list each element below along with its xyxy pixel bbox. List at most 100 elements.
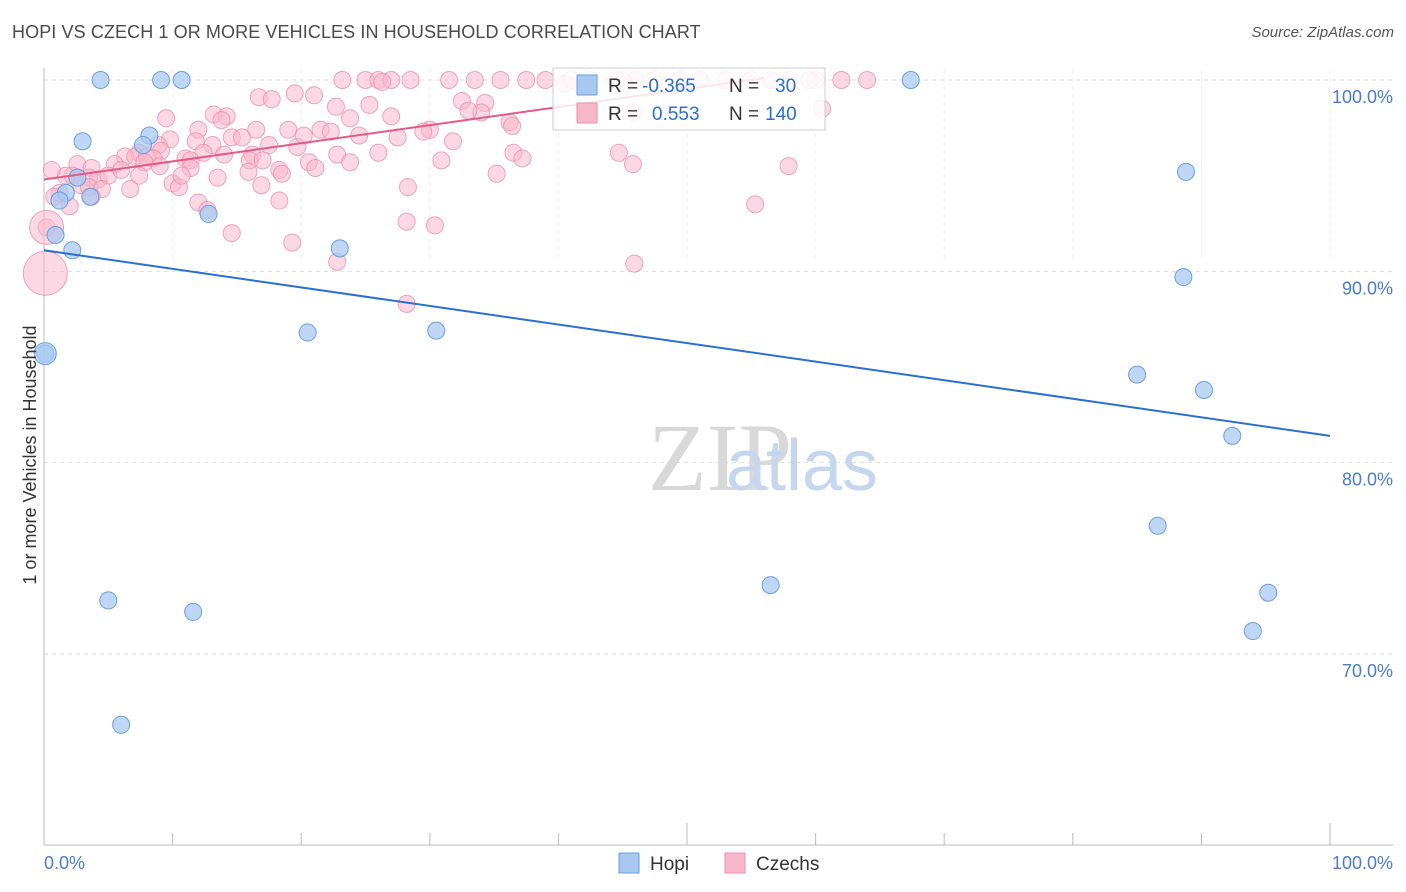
czech-point-97 [208, 168, 227, 187]
czech-point-58 [260, 136, 279, 155]
stats-legend: R = -0.365 N = 30 R = 0.553 N = 140 [552, 67, 826, 131]
y-tick-label-70: 70.0% [1342, 661, 1393, 681]
hopi-point-2 [172, 71, 191, 89]
stats-legend-box [552, 67, 826, 131]
czech-point-89 [306, 159, 325, 178]
hopi-point-22 [1148, 516, 1167, 535]
czech-point-69 [609, 143, 628, 162]
hopi-big-point-0 [33, 342, 57, 366]
hopi-point-17 [427, 321, 446, 340]
hopi-point-29 [68, 168, 87, 187]
hopi-point-3 [901, 71, 920, 89]
y-tick-label-100: 100.0% [1332, 87, 1393, 107]
czech-point-98 [239, 162, 258, 181]
czech-point-115 [746, 195, 765, 214]
legend-czechs-label: Czechs [756, 854, 819, 875]
czech-point-119 [222, 224, 241, 243]
hopi-point-23 [99, 591, 118, 610]
czech-point-109 [398, 178, 417, 197]
hopi-point-13 [330, 239, 349, 258]
y-tick-labels: 70.0% 80.0% 90.0% 100.0% [1332, 87, 1393, 681]
czech-point-28 [262, 90, 281, 109]
hopi-point-0 [91, 71, 110, 89]
hopi-points [33, 71, 1278, 734]
czech-point-67 [369, 143, 388, 162]
hopi-point-11 [46, 225, 65, 244]
hopi-n-value: 30 [775, 76, 796, 97]
hopi-point-25 [761, 576, 780, 595]
czech-point-45 [279, 120, 298, 139]
legend-hopi-swatch [618, 852, 640, 874]
czech-point-130 [212, 111, 231, 130]
czech-point-5 [440, 71, 459, 89]
hopi-r-label: R = [608, 76, 638, 97]
czech-n-value: 140 [765, 104, 797, 125]
hopi-point-6 [134, 136, 153, 155]
czech-point-23 [858, 71, 877, 89]
czech-point-79 [341, 153, 360, 172]
series-legend: Hopi Czechs [618, 852, 819, 875]
czech-point-4 [401, 71, 420, 89]
czech-point-134 [172, 166, 191, 185]
y-tick-label-90: 90.0% [1342, 278, 1393, 298]
czech-point-36 [157, 109, 176, 128]
hopi-point-1 [152, 71, 171, 89]
axes [43, 68, 1393, 846]
legend-czechs-swatch [724, 852, 746, 874]
hopi-point-10 [199, 204, 218, 223]
czech-point-60 [443, 132, 462, 151]
hopi-point-15 [1174, 268, 1193, 287]
czech-point-47 [321, 122, 340, 141]
hopi-point-8 [50, 191, 69, 210]
czech-r-label: R = [608, 104, 638, 125]
czech-point-30 [360, 95, 379, 114]
czech-point-0 [333, 71, 352, 89]
czech-point-120 [283, 233, 302, 252]
czech-point-22 [832, 71, 851, 89]
czech-point-42 [503, 116, 522, 135]
x-tick-label-max: 100.0% [1332, 853, 1393, 873]
czech-point-44 [247, 120, 266, 139]
hopi-trend-line [43, 249, 1331, 437]
czech-point-102 [779, 157, 798, 176]
y-axis-label: 1 or more Vehicles in Household [20, 325, 40, 584]
hopi-legend-swatch [576, 74, 598, 96]
czech-point-117 [397, 212, 416, 231]
hopi-point-9 [81, 187, 100, 206]
czech-point-118 [425, 216, 444, 235]
czech-point-6 [465, 71, 484, 89]
hopi-r-value: -0.365 [642, 76, 696, 97]
czech-point-39 [341, 109, 360, 128]
czech-n-label: N = [729, 104, 759, 125]
hopi-point-27 [1243, 622, 1262, 641]
czech-big-point-1 [22, 250, 68, 296]
hopi-point-28 [112, 715, 131, 734]
czech-point-133 [42, 160, 61, 179]
czech-point-8 [517, 71, 536, 89]
watermark-zip: ZIP [648, 404, 792, 511]
hopi-point-19 [1128, 365, 1147, 384]
hopi-point-21 [1223, 426, 1242, 445]
y-tick-label-80: 80.0% [1342, 470, 1393, 490]
czech-point-24 [373, 72, 392, 91]
czech-point-129 [294, 126, 313, 145]
hopi-point-20 [1194, 380, 1213, 399]
czech-r-value: 0.553 [652, 104, 700, 125]
czech-point-7 [491, 71, 510, 89]
czech-point-25 [285, 84, 304, 103]
hopi-point-24 [184, 602, 203, 621]
czech-point-100 [487, 164, 506, 183]
czech-point-40 [382, 107, 401, 126]
czech-point-80 [432, 151, 451, 170]
czech-point-128 [459, 101, 478, 120]
czech-point-53 [233, 128, 252, 147]
source-label: Source: ZipAtlas.com [1251, 24, 1394, 41]
czech-legend-swatch [576, 102, 598, 124]
hopi-point-26 [1259, 583, 1278, 602]
czech-point-95 [130, 166, 149, 185]
hopi-point-4 [73, 132, 92, 151]
hopi-point-16 [298, 323, 317, 342]
x-tick-label-min: 0.0% [44, 853, 85, 873]
czech-point-99 [272, 164, 291, 183]
